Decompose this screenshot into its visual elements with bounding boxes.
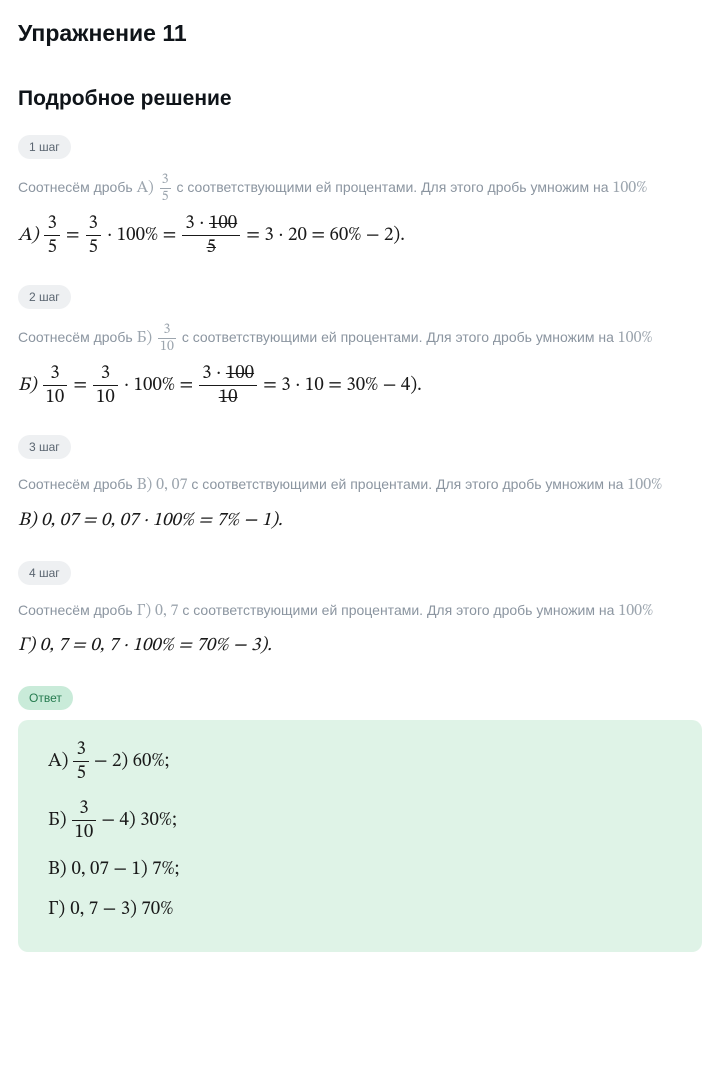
times-text: · 100% = — [124, 374, 193, 398]
frac-num: 3 · 100 — [182, 214, 240, 236]
formula-rest: = 3 · 20 = 60% − 2). — [246, 224, 405, 248]
intro-tail: 100% — [612, 180, 647, 196]
fraction: 35 — [73, 740, 88, 783]
step-formula: Г) 0, 7 = 0, 7 · 100% = 70% − 3). — [18, 634, 702, 658]
formula-letter: A) — [18, 224, 38, 248]
frac-num: 3 — [72, 799, 97, 821]
step-1: 1 шаг Соотнесём дробь A) 35 с соответств… — [18, 135, 702, 257]
fraction: 35 — [44, 214, 59, 257]
answer-line: Б) 310 − 4) 30%; — [40, 799, 680, 842]
intro-text: Соотнесём дробь — [18, 179, 137, 195]
answer-letter: В) — [48, 858, 67, 882]
answer-letter: A) — [48, 750, 68, 774]
section-title: Подробное решение — [18, 87, 702, 111]
answer-letter: Б) — [48, 809, 67, 833]
num-pre: 3 · — [185, 214, 209, 233]
fraction: 310 — [43, 364, 68, 407]
formula-rest: = 3 · 10 = 30% − 4). — [263, 374, 422, 398]
frac-num: 3 — [160, 173, 171, 189]
frac-num: 3 — [44, 214, 59, 236]
intro-tail: 100% — [618, 603, 653, 619]
step-badge: 2 шаг — [18, 285, 71, 309]
intro-text: Соотнесём дробь — [18, 329, 137, 345]
step-intro: Соотнесём дробь Б) 310 с соответствующим… — [18, 323, 702, 354]
frac-num: 3 — [158, 323, 176, 339]
step-3: 3 шаг Соотнесём дробь В) 0, 07 с соответ… — [18, 435, 702, 533]
page-title: Упражнение 11 — [18, 20, 702, 47]
answer-rest: − 4) 30%; — [101, 809, 176, 833]
step-formula: В) 0, 07 = 0, 07 · 100% = 7% − 1). — [18, 509, 702, 533]
frac-den: 10 — [199, 386, 257, 407]
frac-num: 3 — [43, 364, 68, 386]
answer-plain: 0, 07 − 1) 7%; — [72, 858, 180, 882]
frac-num: 3 — [86, 214, 101, 236]
fraction: 310 — [93, 364, 118, 407]
formula-letter: Б) — [18, 374, 37, 398]
step-badge: 1 шаг — [18, 135, 71, 159]
num-strike: 100 — [226, 364, 254, 383]
times-text: · 100% = — [107, 224, 176, 248]
intro-fraction: 35 — [160, 173, 171, 204]
intro-label: В) — [137, 477, 153, 493]
intro-label: A) — [137, 180, 154, 196]
num-strike: 100 — [209, 214, 237, 233]
frac-den: 10 — [72, 821, 97, 842]
step-4: 4 шаг Соотнесём дробь Г) 0, 7 с соответс… — [18, 561, 702, 659]
intro-fraction: 310 — [158, 323, 176, 354]
answer-plain: 0, 7 − 3) 70% — [70, 898, 173, 922]
formula-plain: В) 0, 07 = 0, 07 · 100% = 7% − 1). — [18, 509, 283, 533]
fraction: 310 — [72, 799, 97, 842]
step-badge: 3 шаг — [18, 435, 71, 459]
equals: = — [73, 374, 87, 398]
step-formula: A) 35 = 35 · 100% = 3 · 1005 = 3 · 20 = … — [18, 214, 702, 257]
frac-den: 10 — [93, 386, 118, 407]
fraction: 3 · 1005 — [182, 214, 240, 257]
step-intro: Соотнесём дробь В) 0, 07 с соответствующ… — [18, 473, 702, 499]
intro-label: Г) — [137, 603, 151, 619]
intro-plain: 0, 7 — [155, 603, 179, 619]
intro-text: с соответствующими ей процентами. Для эт… — [182, 602, 618, 618]
frac-den: 5 — [182, 236, 240, 257]
step-formula: Б) 310 = 310 · 100% = 3 · 10010 = 3 · 10… — [18, 364, 702, 407]
frac-den: 10 — [43, 386, 68, 407]
intro-text: с соответствующими ей процентами. Для эт… — [176, 179, 612, 195]
frac-num: 3 — [93, 364, 118, 386]
frac-den: 5 — [86, 236, 101, 257]
fraction: 35 — [86, 214, 101, 257]
step-intro: Соотнесём дробь Г) 0, 7 с соответствующи… — [18, 599, 702, 625]
fraction: 3 · 10010 — [199, 364, 257, 407]
step-badge: 4 шаг — [18, 561, 71, 585]
frac-den: 10 — [158, 339, 176, 354]
frac-den: 5 — [160, 189, 171, 204]
intro-tail: 100% — [627, 477, 662, 493]
intro-label: Б) — [137, 330, 153, 346]
intro-plain: 0, 07 — [156, 477, 187, 493]
answer-line: В) 0, 07 − 1) 7%; — [40, 858, 680, 882]
step-intro: Соотнесём дробь A) 35 с соответствующими… — [18, 173, 702, 204]
answer-box: A) 35 − 2) 60%; Б) 310 − 4) 30%; В) 0, 0… — [18, 720, 702, 952]
step-2: 2 шаг Соотнесём дробь Б) 310 с соответст… — [18, 285, 702, 407]
answer-rest: − 2) 60%; — [94, 750, 169, 774]
intro-text: Соотнесём дробь — [18, 476, 137, 492]
equals: = — [66, 224, 80, 248]
frac-num: 3 — [73, 740, 88, 762]
frac-den: 5 — [44, 236, 59, 257]
frac-num: 3 · 100 — [199, 364, 257, 386]
intro-text: с соответствующими ей процентами. Для эт… — [182, 329, 618, 345]
answer-badge: Ответ — [18, 686, 73, 710]
intro-tail: 100% — [618, 330, 653, 346]
answer-line: Г) 0, 7 − 3) 70% — [40, 898, 680, 922]
intro-text: Соотнесём дробь — [18, 602, 137, 618]
num-pre: 3 · — [202, 364, 226, 383]
answer-line: A) 35 − 2) 60%; — [40, 740, 680, 783]
intro-text: с соответствующими ей процентами. Для эт… — [191, 476, 627, 492]
frac-den: 5 — [73, 762, 88, 783]
formula-plain: Г) 0, 7 = 0, 7 · 100% = 70% − 3). — [18, 634, 272, 658]
answer-letter: Г) — [48, 898, 65, 922]
